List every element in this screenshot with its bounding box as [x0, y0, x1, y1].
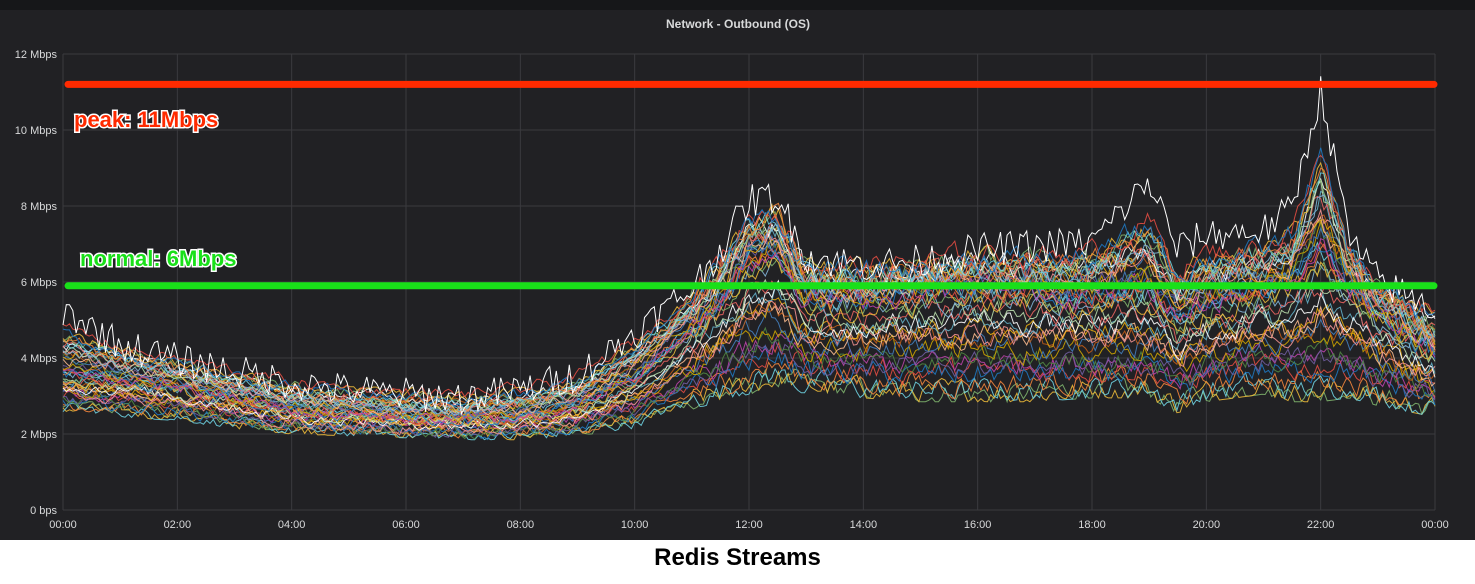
series-lines	[62, 76, 1436, 441]
reference-lines: peak: 11Mbps normal: 6Mbps	[64, 80, 1438, 290]
x-tick-label: 00:00	[49, 519, 77, 531]
series-line	[62, 367, 1436, 441]
series-line	[62, 219, 1436, 424]
x-tick-label: 10:00	[621, 519, 649, 531]
x-tick-label: 12:00	[735, 519, 763, 531]
x-tick-label: 20:00	[1193, 519, 1221, 531]
axis-ticks: 0 bps 2 Mbps 4 Mbps 6 Mbps 8 Mbps 10 Mbps 12 M…	[15, 49, 1449, 531]
x-tick-label: 18:00	[1078, 519, 1106, 531]
x-tick-label: 08:00	[507, 519, 535, 531]
y-tick-label: 12 Mbps	[15, 49, 58, 61]
x-tick-label: 14:00	[850, 519, 878, 531]
series-line	[62, 326, 1436, 431]
x-tick-label: 16:00	[964, 519, 992, 531]
network-outbound-chart: peak: 11Mbps normal: 6Mbps 0 bps 2 Mbps 4 M…	[15, 17, 1449, 531]
series-line	[62, 147, 1436, 407]
y-tick-label: 0 bps	[30, 505, 57, 517]
series-line	[62, 341, 1436, 431]
series-line	[62, 300, 1436, 436]
x-tick-label: 04:00	[278, 519, 306, 531]
y-tick-label: 6 Mbps	[21, 277, 58, 289]
series-line	[62, 161, 1436, 402]
x-tick-label: 22:00	[1307, 519, 1335, 531]
series-line	[62, 76, 1436, 416]
chart-panel: peak: 11Mbps normal: 6Mbps 0 bps 2 Mbps 4 M…	[0, 0, 1475, 540]
y-tick-label: 4 Mbps	[21, 353, 58, 365]
y-tick-label: 10 Mbps	[15, 125, 58, 137]
x-tick-label: 02:00	[164, 519, 192, 531]
reference-line-label: normal: 6Mbps	[80, 246, 236, 271]
y-tick-label: 2 Mbps	[21, 429, 58, 441]
x-tick-label: 00:00	[1421, 519, 1449, 531]
series-line	[62, 344, 1436, 441]
chart-caption: Redis Streams	[654, 544, 821, 571]
x-tick-label: 06:00	[392, 519, 420, 531]
series-line	[62, 238, 1436, 426]
chart-title: Network - Outbound (OS)	[666, 17, 810, 31]
series-line	[62, 239, 1436, 427]
reference-line-label: peak: 11Mbps	[74, 107, 218, 132]
y-tick-label: 8 Mbps	[21, 201, 58, 213]
series-line	[62, 167, 1436, 413]
